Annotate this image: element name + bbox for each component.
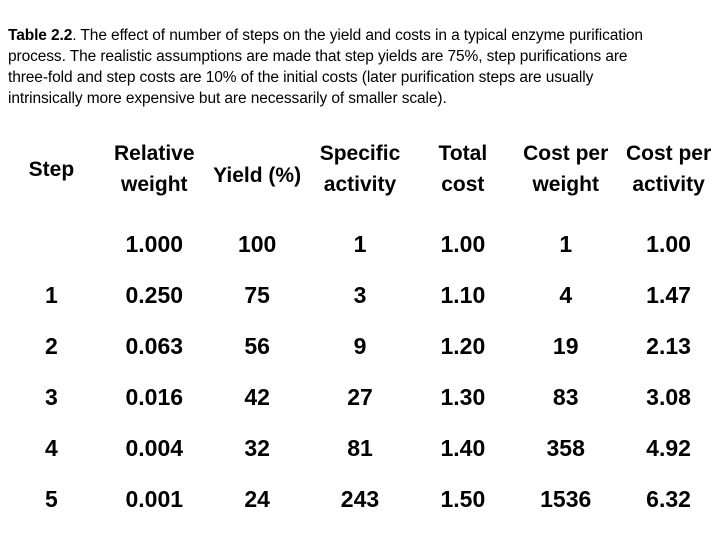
cell-step: 5 xyxy=(45,486,58,512)
cell-cost-per-weight: 1536 xyxy=(540,486,592,512)
cell-total-cost: 1.10 xyxy=(440,282,486,308)
cell-yield: 100 xyxy=(237,231,277,257)
cell-yield: 42 xyxy=(244,384,270,410)
header-line: Cost per xyxy=(625,142,712,165)
cell-cost-per-activity: 6.32 xyxy=(646,486,691,512)
table-row: 2 0.063 56 9 1.20 19 2.13 xyxy=(0,321,720,372)
cell-cost-per-weight: 358 xyxy=(546,435,585,461)
cell-cost-per-activity: 3.08 xyxy=(646,384,691,410)
cell-cost-per-activity: 1.00 xyxy=(646,231,691,257)
header-total-cost: Total cost xyxy=(411,137,514,201)
cell-step: 1 xyxy=(45,282,58,308)
cell-step: 2 xyxy=(45,333,58,359)
cell-specific-activity: 9 xyxy=(353,333,367,359)
header-relative-weight: Relative weight xyxy=(103,137,206,201)
header-line: Yield (%) xyxy=(213,163,302,187)
cell-cost-per-weight: 1 xyxy=(559,231,573,257)
caption-line: Table 2.2. The effect of number of steps… xyxy=(8,25,712,46)
cell-total-cost: 1.00 xyxy=(440,231,486,257)
header-line: weight xyxy=(532,173,599,196)
table-row: 1.000 100 1 1.00 1 1.00 xyxy=(0,219,720,270)
cell-total-cost: 1.20 xyxy=(440,333,486,359)
header-line: Cost per xyxy=(523,142,609,165)
header-cost-per-activity: Cost per activity xyxy=(617,137,720,201)
caption-text: . The effect of number of steps on the y… xyxy=(72,27,643,44)
cell-relative-weight: 0.250 xyxy=(125,282,184,308)
caption-line: process. The realistic assumptions are m… xyxy=(8,48,628,65)
table-row: 5 0.001 24 243 1.50 1536 6.32 xyxy=(0,474,720,525)
cell-cost-per-activity: 4.92 xyxy=(646,435,691,461)
cell-step xyxy=(0,219,103,270)
header-yield: Yield (%) xyxy=(206,137,309,201)
cell-total-cost: 1.40 xyxy=(440,435,486,461)
cell-specific-activity: 1 xyxy=(353,231,367,257)
table-header-row: Step Relative weight Yield (%) Specific … xyxy=(0,137,720,201)
cell-relative-weight: 0.001 xyxy=(125,486,184,512)
cell-relative-weight: 0.016 xyxy=(125,384,184,410)
header-line: activity xyxy=(323,173,397,196)
cell-specific-activity: 243 xyxy=(340,486,380,512)
cell-step: 3 xyxy=(45,384,58,410)
header-line: Total xyxy=(438,142,488,165)
table-row: 4 0.004 32 81 1.40 358 4.92 xyxy=(0,423,720,474)
cell-specific-activity: 81 xyxy=(347,435,373,461)
data-table: Step Relative weight Yield (%) Specific … xyxy=(0,137,720,525)
table-caption: Table 2.2. The effect of number of steps… xyxy=(8,25,712,109)
cell-relative-weight: 0.063 xyxy=(125,333,184,359)
table-row: 1 0.250 75 3 1.10 4 1.47 xyxy=(0,270,720,321)
table-row: 3 0.016 42 27 1.30 83 3.08 xyxy=(0,372,720,423)
cell-specific-activity: 3 xyxy=(353,282,367,308)
cell-yield: 24 xyxy=(244,486,270,512)
cell-yield: 75 xyxy=(244,282,270,308)
cell-cost-per-weight: 83 xyxy=(552,384,579,410)
cell-cost-per-activity: 2.13 xyxy=(646,333,691,359)
header-line: Relative xyxy=(114,142,195,165)
header-line: activity xyxy=(632,173,705,196)
header-specific-activity: Specific activity xyxy=(309,137,412,201)
header-step: Step xyxy=(0,137,103,201)
header-line: cost xyxy=(441,173,485,196)
cell-cost-per-activity: 1.47 xyxy=(646,282,691,308)
cell-total-cost: 1.30 xyxy=(440,384,486,410)
cell-cost-per-weight: 4 xyxy=(559,282,573,308)
cell-relative-weight: 0.004 xyxy=(125,435,184,461)
header-line: weight xyxy=(121,173,188,196)
header-line: Specific xyxy=(319,142,401,165)
cell-cost-per-weight: 19 xyxy=(552,333,579,359)
header-cost-per-weight: Cost per weight xyxy=(514,137,617,201)
cell-yield: 56 xyxy=(244,333,270,359)
cell-specific-activity: 27 xyxy=(347,384,373,410)
caption-label: Table 2.2 xyxy=(8,27,73,44)
caption-line: three-fold and step costs are 10% of the… xyxy=(8,69,594,86)
cell-relative-weight: 1.000 xyxy=(125,231,184,257)
cell-yield: 32 xyxy=(244,435,270,461)
table-body: 1.000 100 1 1.00 1 1.00 1 0.250 75 3 1.1… xyxy=(0,219,720,525)
cell-step: 4 xyxy=(45,435,58,461)
caption-line: intrinsically more expensive but are nec… xyxy=(8,90,447,107)
cell-total-cost: 1.50 xyxy=(440,486,486,512)
header-line: Step xyxy=(28,157,75,181)
